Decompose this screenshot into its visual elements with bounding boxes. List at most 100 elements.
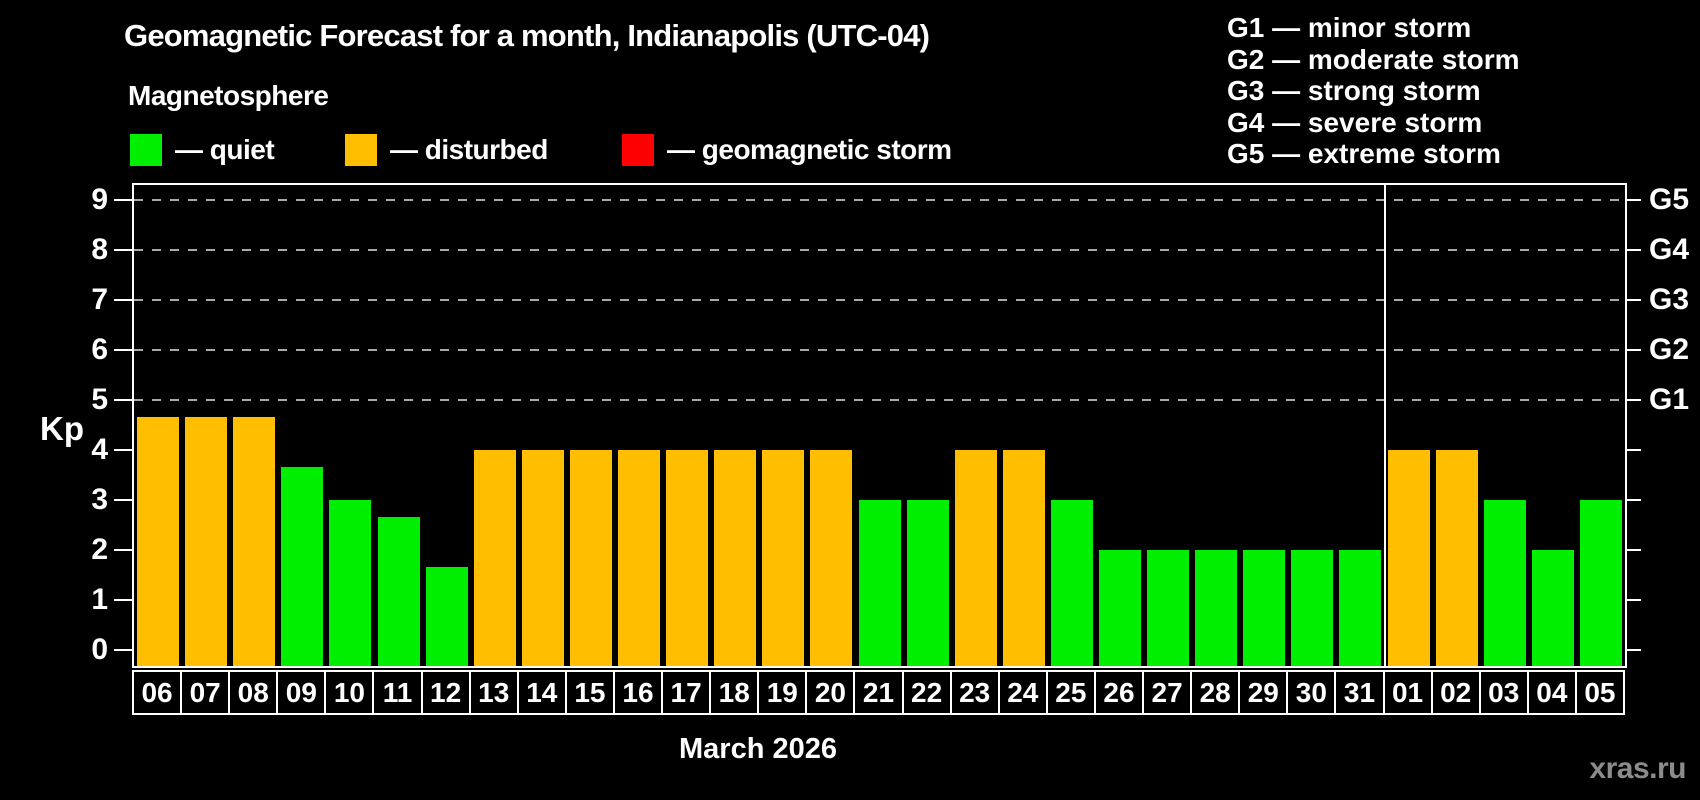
kp-bar-day-12 [425, 566, 468, 666]
right-tick-2 [1625, 549, 1641, 551]
right-tick-0 [1625, 649, 1641, 651]
x-tick-label-03: 03 [1478, 670, 1529, 715]
watermark: xras.ru [1589, 752, 1686, 785]
kp-bar-day-14 [521, 450, 564, 666]
x-tick-label-09: 09 [276, 670, 327, 715]
x-tick-label-26: 26 [1093, 670, 1145, 715]
legend-label-storm: — geomagnetic storm [667, 134, 952, 165]
kp-bar-day-13 [473, 450, 516, 666]
x-tick-label-21: 21 [853, 670, 904, 715]
x-tick-label-24: 24 [997, 670, 1048, 715]
y-tick-7 [114, 299, 132, 301]
g-scale-legend-line-2: G2 — moderate storm [1227, 43, 1520, 75]
y-tick-label-3: 3 [91, 483, 108, 516]
kp-bar-day-15 [569, 450, 612, 666]
x-tick-label-02: 02 [1430, 670, 1481, 715]
kp-bar-day-11 [377, 516, 420, 666]
x-tick-label-11: 11 [372, 670, 423, 715]
gridline-kp-7 [134, 299, 1625, 301]
kp-bar-day-22 [906, 500, 949, 666]
x-tick-label-18: 18 [709, 670, 760, 715]
kp-bar-day-16 [618, 450, 661, 666]
x-tick-label-16: 16 [612, 670, 664, 715]
x-tick-label-19: 19 [757, 670, 808, 715]
y-tick-label-4: 4 [91, 433, 108, 466]
gridline-kp-6 [134, 349, 1625, 351]
legend-label-quiet: — quiet [175, 134, 275, 165]
kp-bar-day-29 [1243, 550, 1286, 666]
right-axis-label-G3: G3 [1649, 283, 1690, 316]
y-tick-label-2: 2 [91, 533, 108, 566]
kp-bar-day-25 [1050, 500, 1093, 666]
kp-bar-day-26 [1098, 550, 1141, 666]
legend-item-quiet: — quiet [130, 134, 275, 166]
x-tick-label-10: 10 [324, 670, 375, 715]
right-tick-6 [1625, 349, 1641, 351]
g-scale-legend-line-1: G1 — minor storm [1227, 12, 1472, 43]
y-tick-5 [114, 399, 132, 401]
x-tick-label-30: 30 [1286, 670, 1337, 715]
x-tick-label-27: 27 [1142, 670, 1193, 715]
kp-bar-day-06 [137, 416, 180, 666]
x-tick-label-28: 28 [1190, 670, 1241, 715]
x-tick-label-14: 14 [516, 670, 567, 715]
y-tick-label-0: 0 [91, 633, 108, 666]
x-tick-label-17: 17 [661, 670, 712, 715]
right-axis-label-G4: G4 [1649, 233, 1690, 266]
kp-bar-day-08 [233, 416, 276, 666]
x-tick-label-04: 04 [1526, 670, 1577, 715]
x-tick-label-25: 25 [1045, 670, 1096, 715]
y-tick-label-9: 9 [91, 183, 108, 216]
right-tick-1 [1625, 599, 1641, 601]
x-axis-title: March 2026 [679, 733, 837, 765]
kp-bar-day-03 [1483, 500, 1526, 666]
x-tick-label-23: 23 [949, 670, 1000, 715]
kp-bar-day-28 [1195, 550, 1238, 666]
kp-bar-day-01 [1387, 450, 1430, 666]
y-tick-label-5: 5 [91, 383, 108, 416]
right-tick-9 [1625, 199, 1641, 201]
kp-bar-day-17 [666, 450, 709, 666]
kp-bar-day-05 [1579, 500, 1622, 666]
gridline-kp-5 [134, 399, 1625, 401]
x-tick-label-12: 12 [420, 670, 471, 715]
kp-bar-day-04 [1531, 550, 1574, 666]
kp-bar-day-23 [954, 450, 997, 666]
kp-bar-day-21 [858, 500, 901, 666]
right-axis-label-G2: G2 [1649, 333, 1690, 366]
y-tick-6 [114, 349, 132, 351]
right-tick-7 [1625, 299, 1641, 301]
g-scale-legend-line-4: G4 — severe storm [1227, 106, 1483, 138]
legend-item-disturbed: — disturbed [345, 134, 548, 166]
x-tick-label-15: 15 [564, 670, 615, 715]
x-tick-label-13: 13 [468, 670, 519, 715]
kp-bar-day-31 [1339, 550, 1382, 666]
right-tick-8 [1625, 249, 1641, 251]
x-tick-label-08: 08 [228, 670, 279, 715]
kp-bar-day-07 [185, 416, 228, 666]
legend-item-storm: — geomagnetic storm [622, 134, 952, 166]
quiet-swatch [130, 134, 162, 166]
chart-title: Geomagnetic Forecast for a month, Indian… [124, 18, 930, 53]
y-tick-8 [114, 249, 132, 251]
month-divider [1383, 185, 1386, 666]
x-tick-label-20: 20 [805, 670, 856, 715]
right-tick-5 [1625, 399, 1641, 401]
x-tick-label-06: 06 [132, 670, 183, 715]
y-tick-label-6: 6 [91, 333, 108, 366]
disturbed-swatch [345, 134, 377, 166]
y-tick-1 [114, 599, 132, 601]
g-scale-legend-line-3: G3 — strong storm [1227, 75, 1481, 106]
chart-subtitle: Magnetosphere [128, 80, 329, 111]
kp-bar-day-19 [762, 450, 805, 666]
right-tick-4 [1625, 449, 1641, 451]
x-tick-label-29: 29 [1238, 670, 1289, 715]
right-axis-label-G1: G1 [1649, 383, 1690, 416]
y-tick-9 [114, 199, 132, 201]
y-tick-label-8: 8 [91, 233, 108, 266]
kp-bar-day-27 [1147, 550, 1190, 666]
right-axis-label-G5: G5 [1649, 183, 1690, 216]
gridline-kp-8 [134, 249, 1625, 251]
x-tick-label-22: 22 [901, 670, 952, 715]
storm-swatch [622, 134, 654, 166]
